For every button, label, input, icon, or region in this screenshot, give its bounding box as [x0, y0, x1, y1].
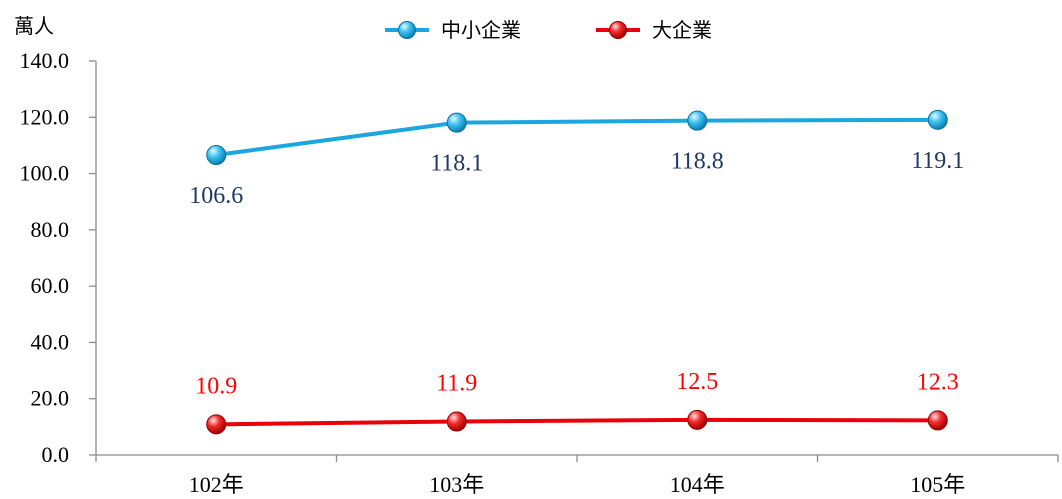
- x-tick-label: 104年: [670, 472, 725, 497]
- series-line: [214, 117, 940, 157]
- y-axis-ticks: 0.0 20.0 40.0 60.0 80.0 100.0 120.0 140.0: [20, 48, 96, 467]
- data-label: 12.5: [676, 369, 718, 395]
- y-tick-label: 20.0: [31, 386, 70, 411]
- y-tick-label: 80.0: [31, 217, 70, 242]
- data-point: [446, 112, 467, 133]
- x-tick-label: 105年: [910, 472, 965, 497]
- x-axis-ticks: 102年 103年 104年 105年: [95, 455, 1059, 497]
- y-tick-label: 140.0: [20, 48, 70, 73]
- legend-label-sme: 中小企業: [441, 18, 521, 42]
- data-point: [927, 109, 948, 130]
- series-0: 106.6 118.1 118.8 119.1: [189, 109, 964, 209]
- data-label: 106.6: [189, 183, 243, 209]
- series-layer: 106.6 118.1 118.8 119.1 10.9 11.9 12.5 12.3: [189, 109, 964, 435]
- series-1: 10.9 11.9 12.5 12.3: [195, 369, 959, 435]
- data-label: 12.3: [917, 369, 959, 395]
- x-tick-label: 103年: [429, 472, 484, 497]
- y-tick-label: 120.0: [20, 104, 70, 129]
- data-point: [206, 144, 227, 165]
- legend-item-sme: 中小企業: [385, 18, 521, 42]
- data-point: [927, 410, 948, 431]
- data-label: 11.9: [436, 371, 477, 397]
- y-axis-unit-label: 萬人: [14, 14, 54, 38]
- legend: 中小企業 大企業: [385, 18, 712, 42]
- legend-item-large: 大企業: [596, 18, 712, 42]
- data-label: 119.1: [911, 148, 964, 174]
- y-tick-label: 0.0: [42, 442, 70, 467]
- y-tick-label: 40.0: [31, 329, 70, 354]
- legend-label-large: 大企業: [652, 18, 712, 42]
- data-label: 118.8: [671, 149, 724, 175]
- data-point: [206, 414, 227, 435]
- legend-swatch-sme-marker: [398, 21, 416, 39]
- x-tick-label: 102年: [189, 472, 244, 497]
- data-point: [687, 110, 708, 131]
- data-label: 118.1: [430, 151, 483, 177]
- data-label: 10.9: [195, 373, 237, 399]
- series-line: [214, 417, 940, 427]
- legend-swatch-large-marker: [609, 21, 627, 39]
- y-tick-label: 100.0: [20, 161, 70, 186]
- data-point: [446, 411, 467, 432]
- data-point: [687, 409, 708, 430]
- y-tick-label: 60.0: [31, 273, 70, 298]
